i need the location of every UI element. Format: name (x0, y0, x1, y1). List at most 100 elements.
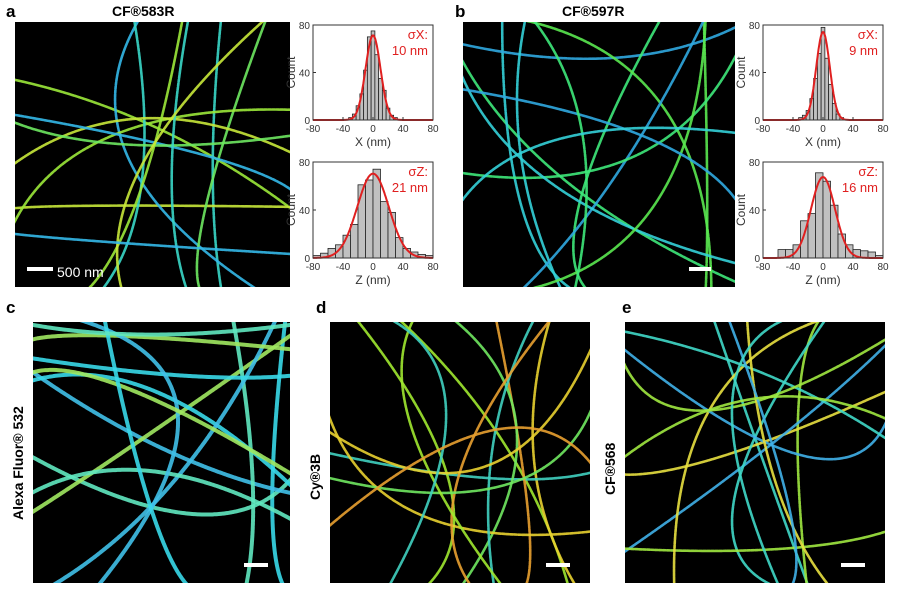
microscopy-image-b (463, 22, 735, 287)
filament (330, 426, 590, 528)
filament (728, 322, 798, 583)
filament (463, 54, 735, 180)
filament (400, 322, 502, 583)
filament (15, 204, 290, 210)
x-tick-label: -80 (756, 124, 771, 135)
filament (625, 348, 885, 461)
side-label-e: CF®568 (602, 442, 618, 495)
filament (33, 333, 290, 352)
filament (389, 322, 448, 583)
filament (522, 22, 705, 287)
x-tick-label: 80 (427, 262, 439, 273)
histogram-b-2: -80 -40 0 40 80 0 40 80 X (nm) Count σX:9 nm (734, 21, 889, 149)
sigma-annotation: 9 nm (849, 43, 878, 58)
filament-network (15, 22, 290, 287)
filament (52, 322, 277, 583)
scale-bar (546, 563, 570, 567)
x-tick-label: 40 (397, 124, 409, 135)
y-tick-label: 40 (299, 69, 311, 80)
panel-label-d: d (316, 298, 327, 317)
filament (730, 322, 826, 583)
x-tick-label: 0 (370, 124, 376, 135)
filament (330, 348, 590, 475)
histogram-bar (824, 57, 830, 121)
x-tick-label: -80 (756, 262, 771, 273)
histogram-bar (378, 78, 383, 121)
x-tick-label: 40 (847, 262, 859, 273)
scale-bar (27, 267, 53, 271)
filament-network (33, 322, 290, 583)
y-tick-label: 80 (749, 21, 761, 32)
x-tick-label: -40 (786, 124, 801, 135)
panel-title-b: CF®597R (562, 3, 625, 19)
histogram-bar (374, 54, 380, 121)
filament (231, 322, 256, 583)
side-label-c: Alexa Fluor® 532 (10, 406, 26, 520)
y-tick-label: 0 (754, 116, 760, 127)
y-tick-label: 0 (304, 254, 310, 265)
microscopy-image-e (625, 322, 885, 583)
x-tick-label: 0 (370, 262, 376, 273)
filament (113, 22, 256, 287)
filament (211, 22, 223, 287)
histogram-bar (380, 201, 389, 259)
filament (486, 322, 535, 583)
y-axis-label: Count (284, 56, 298, 89)
filament (532, 22, 707, 287)
filament (15, 78, 290, 210)
histogram-bar (820, 26, 826, 121)
x-tick-label: -40 (786, 262, 801, 273)
filament (531, 322, 576, 583)
filament (702, 22, 709, 287)
side-label-d: Cy®3B (307, 453, 323, 500)
x-tick-label: 0 (820, 262, 826, 273)
y-tick-label: 40 (299, 206, 311, 217)
filament (625, 530, 885, 553)
x-tick-label: -40 (336, 124, 351, 135)
histogram-bar (816, 53, 822, 121)
sigma-annotation: σX: (858, 27, 878, 42)
filament-network (625, 322, 885, 583)
y-tick-label: 0 (304, 116, 310, 127)
filament (454, 322, 519, 583)
filament (463, 126, 735, 202)
filament (270, 322, 288, 583)
histogram-bar (837, 233, 846, 259)
filament (330, 409, 590, 495)
y-tick-label: 80 (299, 158, 311, 169)
filament (15, 232, 290, 256)
histogram-bar (365, 179, 374, 259)
filament (625, 343, 885, 554)
histogram-bar (350, 223, 359, 259)
y-tick-label: 40 (749, 69, 761, 80)
filament (15, 116, 290, 165)
x-tick-label: 80 (427, 124, 439, 135)
x-axis-label: Z (nm) (805, 273, 840, 287)
panel-label-b: b (455, 2, 466, 21)
microscopy-image-a: 500 nm (15, 22, 290, 287)
filament (33, 356, 290, 380)
x-tick-label: 40 (397, 262, 409, 273)
x-axis-label: X (nm) (805, 135, 841, 149)
scale-bar-label: 500 nm (57, 264, 104, 280)
filament (625, 330, 885, 440)
y-axis-label: Count (734, 56, 748, 89)
sigma-annotation: 21 nm (392, 180, 428, 195)
y-axis-label: Count (284, 193, 298, 226)
scale-bar (841, 563, 865, 567)
sigma-annotation: σZ: (858, 164, 878, 179)
panel-title-a: CF®583R (112, 3, 175, 19)
filament (33, 369, 290, 495)
panel-label-a: a (6, 2, 16, 21)
filament (463, 88, 735, 201)
x-tick-label: -80 (306, 262, 321, 273)
y-tick-label: 0 (754, 254, 760, 265)
panel-label-e: e (622, 298, 632, 317)
filament (33, 322, 290, 337)
histogram-bar (828, 83, 833, 121)
y-tick-label: 80 (299, 21, 311, 32)
x-tick-label: 40 (847, 124, 859, 135)
filament (746, 322, 829, 583)
y-tick-label: 80 (749, 158, 761, 169)
panel-label-c: c (6, 298, 16, 317)
